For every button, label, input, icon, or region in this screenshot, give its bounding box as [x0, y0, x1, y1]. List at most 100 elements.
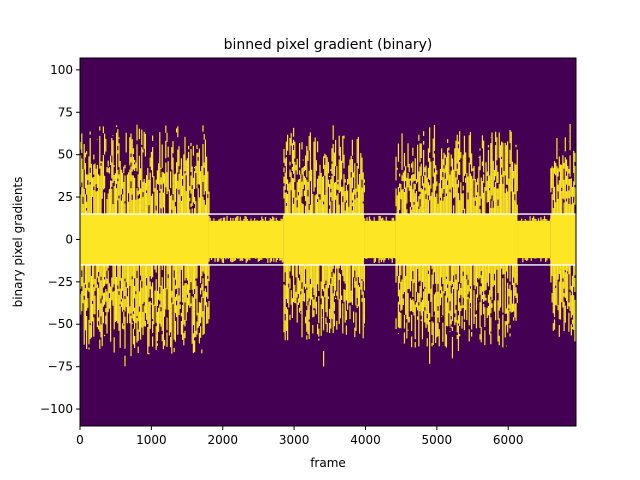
gradient-mark [491, 171, 493, 181]
gradient-mark [516, 204, 518, 215]
gradient-mark [89, 306, 91, 324]
gradient-mark [431, 343, 433, 347]
gradient-mark [503, 187, 505, 205]
gradient-mark [116, 132, 118, 151]
gradient-mark [101, 271, 103, 296]
gradient-mark [426, 177, 428, 194]
gradient-mark [356, 139, 358, 164]
gradient-mark [553, 161, 556, 174]
gradient-mark [499, 145, 502, 154]
gradient-mark [291, 187, 293, 215]
gradient-mark [161, 264, 163, 271]
gradient-mark [401, 175, 403, 182]
gradient-mark [400, 291, 402, 299]
gradient-mark [487, 306, 490, 316]
gradient-mark [419, 176, 421, 192]
gradient-mark [140, 168, 142, 181]
gradient-mark [559, 264, 562, 270]
gradient-mark [437, 291, 439, 307]
gradient-mark [473, 197, 475, 215]
gradient-mark [92, 278, 94, 301]
gradient-mark [484, 320, 486, 327]
gradient-mark [574, 187, 576, 205]
gradient-mark [202, 282, 204, 298]
segment-core [208, 220, 284, 259]
gradient-mark [308, 136, 310, 151]
gradient-mark [349, 192, 351, 215]
gradient-mark [183, 178, 185, 197]
gradient-mark [507, 159, 509, 164]
gradient-mark [469, 264, 472, 287]
gradient-mark [451, 327, 454, 332]
gradient-mark [104, 292, 106, 305]
gradient-mark [307, 284, 309, 302]
gradient-mark [568, 302, 570, 307]
gradient-mark [507, 199, 509, 215]
gradient-mark [574, 277, 576, 293]
gradient-mark [180, 166, 182, 189]
gradient-mark [141, 272, 143, 282]
gradient-mark [409, 298, 412, 312]
gradient-mark [309, 204, 311, 215]
gradient-mark [484, 187, 486, 215]
gradient-mark [455, 279, 457, 305]
gradient-mark [561, 199, 563, 215]
fringe-mark [239, 258, 241, 262]
gradient-mark [286, 264, 289, 285]
gradient-mark [289, 182, 291, 201]
gradient-mark [310, 175, 313, 182]
fringe-mark [384, 258, 386, 261]
gradient-mark [571, 275, 574, 297]
gradient-mark [99, 126, 101, 131]
gradient-mark [89, 281, 91, 296]
gradient-mark [171, 313, 173, 324]
gradient-mark [134, 160, 136, 163]
gradient-mark [186, 158, 188, 168]
gradient-mark [94, 295, 96, 311]
gradient-mark [171, 323, 173, 349]
gradient-mark [178, 173, 180, 190]
y-axis-label: binary pixel gradients [11, 177, 25, 308]
gradient-mark [86, 300, 88, 311]
gradient-mark [442, 291, 444, 305]
gradient-mark [441, 148, 443, 162]
gradient-mark [425, 264, 427, 283]
gradient-mark [86, 210, 88, 215]
gradient-mark [475, 197, 478, 211]
gradient-mark [166, 332, 168, 347]
fringe-mark [533, 216, 535, 221]
gradient-mark [445, 278, 448, 303]
gradient-mark [453, 181, 455, 199]
gradient-mark [308, 170, 310, 187]
gradient-mark [516, 149, 518, 173]
fringe-mark [243, 218, 245, 221]
gradient-mark [303, 165, 305, 172]
gradient-mark [153, 176, 155, 192]
gradient-mark [552, 323, 554, 331]
gradient-mark [98, 317, 100, 322]
gradient-mark [405, 166, 407, 182]
gradient-mark [131, 300, 133, 319]
gradient-mark [462, 193, 464, 210]
fringe-mark [378, 215, 380, 221]
gradient-mark [148, 322, 150, 347]
gradient-mark [196, 180, 198, 189]
gradient-mark [354, 327, 356, 338]
gradient-mark [401, 133, 403, 137]
y-tick-label: −25 [48, 275, 73, 289]
gradient-mark [288, 205, 290, 215]
gradient-mark [170, 336, 172, 348]
gradient-mark [312, 276, 314, 288]
gradient-mark [507, 292, 509, 317]
gradient-mark [354, 199, 356, 215]
gradient-mark [126, 174, 128, 201]
gradient-mark [90, 163, 92, 166]
gradient-mark [111, 145, 113, 156]
fringe-mark [388, 258, 390, 260]
gradient-mark [497, 264, 499, 276]
gradient-mark [481, 294, 484, 300]
gradient-mark [451, 158, 454, 183]
gradient-mark [83, 203, 85, 215]
gradient-mark [106, 166, 108, 173]
gradient-mark [479, 155, 481, 171]
